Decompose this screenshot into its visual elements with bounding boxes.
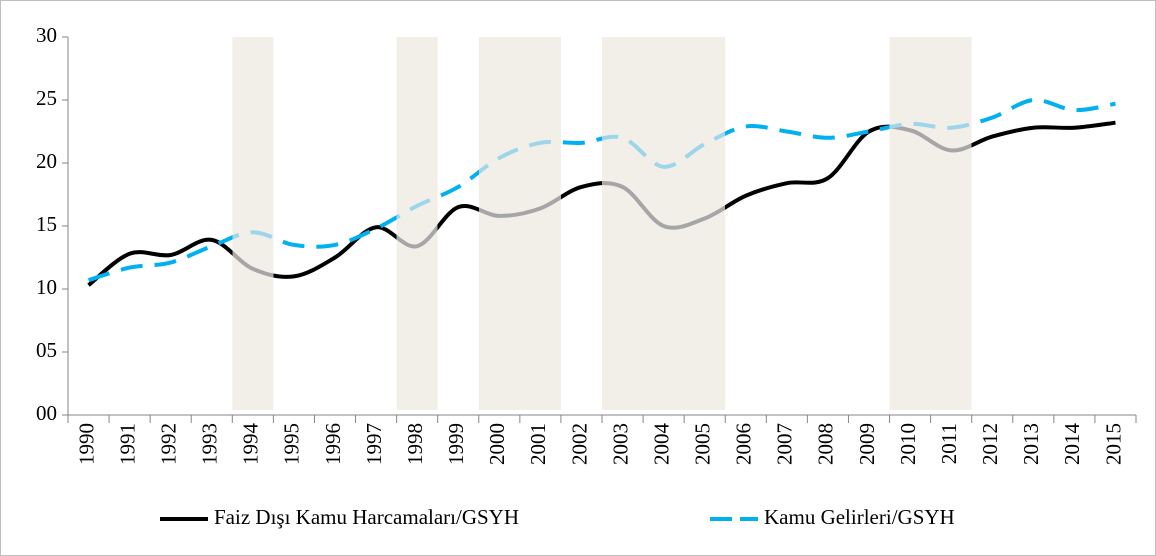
x-tick-label: 1996 <box>321 423 345 465</box>
shaded-period <box>396 37 438 410</box>
x-tick-label: 2003 <box>608 423 632 465</box>
x-tick-label: 2011 <box>937 423 961 464</box>
x-tick-label: 2000 <box>485 423 509 465</box>
shaded-period <box>602 37 726 410</box>
x-tick-label: 2002 <box>567 423 591 465</box>
x-tick-label: 1997 <box>362 423 386 465</box>
y-tick-label: 25 <box>36 86 57 110</box>
y-tick-label: 20 <box>36 149 57 173</box>
x-tick-label: 1994 <box>239 423 263 466</box>
y-tick-label: 15 <box>36 212 57 236</box>
series-line <box>87 120 1116 287</box>
x-tick-label: 2004 <box>649 423 673 466</box>
x-tick-label: 2005 <box>691 423 715 465</box>
shaded-period <box>232 37 274 410</box>
x-tick-label: 2012 <box>978 423 1002 465</box>
x-tick-label: 2006 <box>732 423 756 465</box>
x-tick-label: 2001 <box>526 423 550 465</box>
x-tick-label: 1990 <box>74 423 98 465</box>
x-tick-label: 1995 <box>280 423 304 465</box>
x-tick-label: 1993 <box>198 423 222 465</box>
x-tick-label: 1999 <box>444 423 468 465</box>
x-tick-label: 2007 <box>773 423 797 465</box>
x-tick-label: 1991 <box>115 423 139 465</box>
y-tick-label: 10 <box>36 275 57 299</box>
series-line <box>87 97 1116 283</box>
x-tick-label: 2014 <box>1060 423 1084 466</box>
x-tick-label: 1998 <box>403 423 427 465</box>
shaded-period <box>478 37 561 410</box>
legend-label: Faiz Dışı Kamu Harcamaları/GSYH <box>214 505 519 529</box>
x-tick-label: 2013 <box>1019 423 1043 465</box>
y-tick-label: 00 <box>36 401 57 425</box>
y-tick-label: 05 <box>36 338 57 362</box>
y-tick-label: 30 <box>36 23 57 47</box>
x-tick-label: 2015 <box>1101 423 1125 465</box>
x-tick-label: 2008 <box>814 423 838 465</box>
x-tick-label: 2010 <box>896 423 920 465</box>
shaded-period <box>889 37 972 410</box>
x-tick-label: 2009 <box>855 423 879 465</box>
x-tick-label: 1992 <box>157 423 181 465</box>
legend-label: Kamu Gelirleri/GSYH <box>764 505 955 529</box>
